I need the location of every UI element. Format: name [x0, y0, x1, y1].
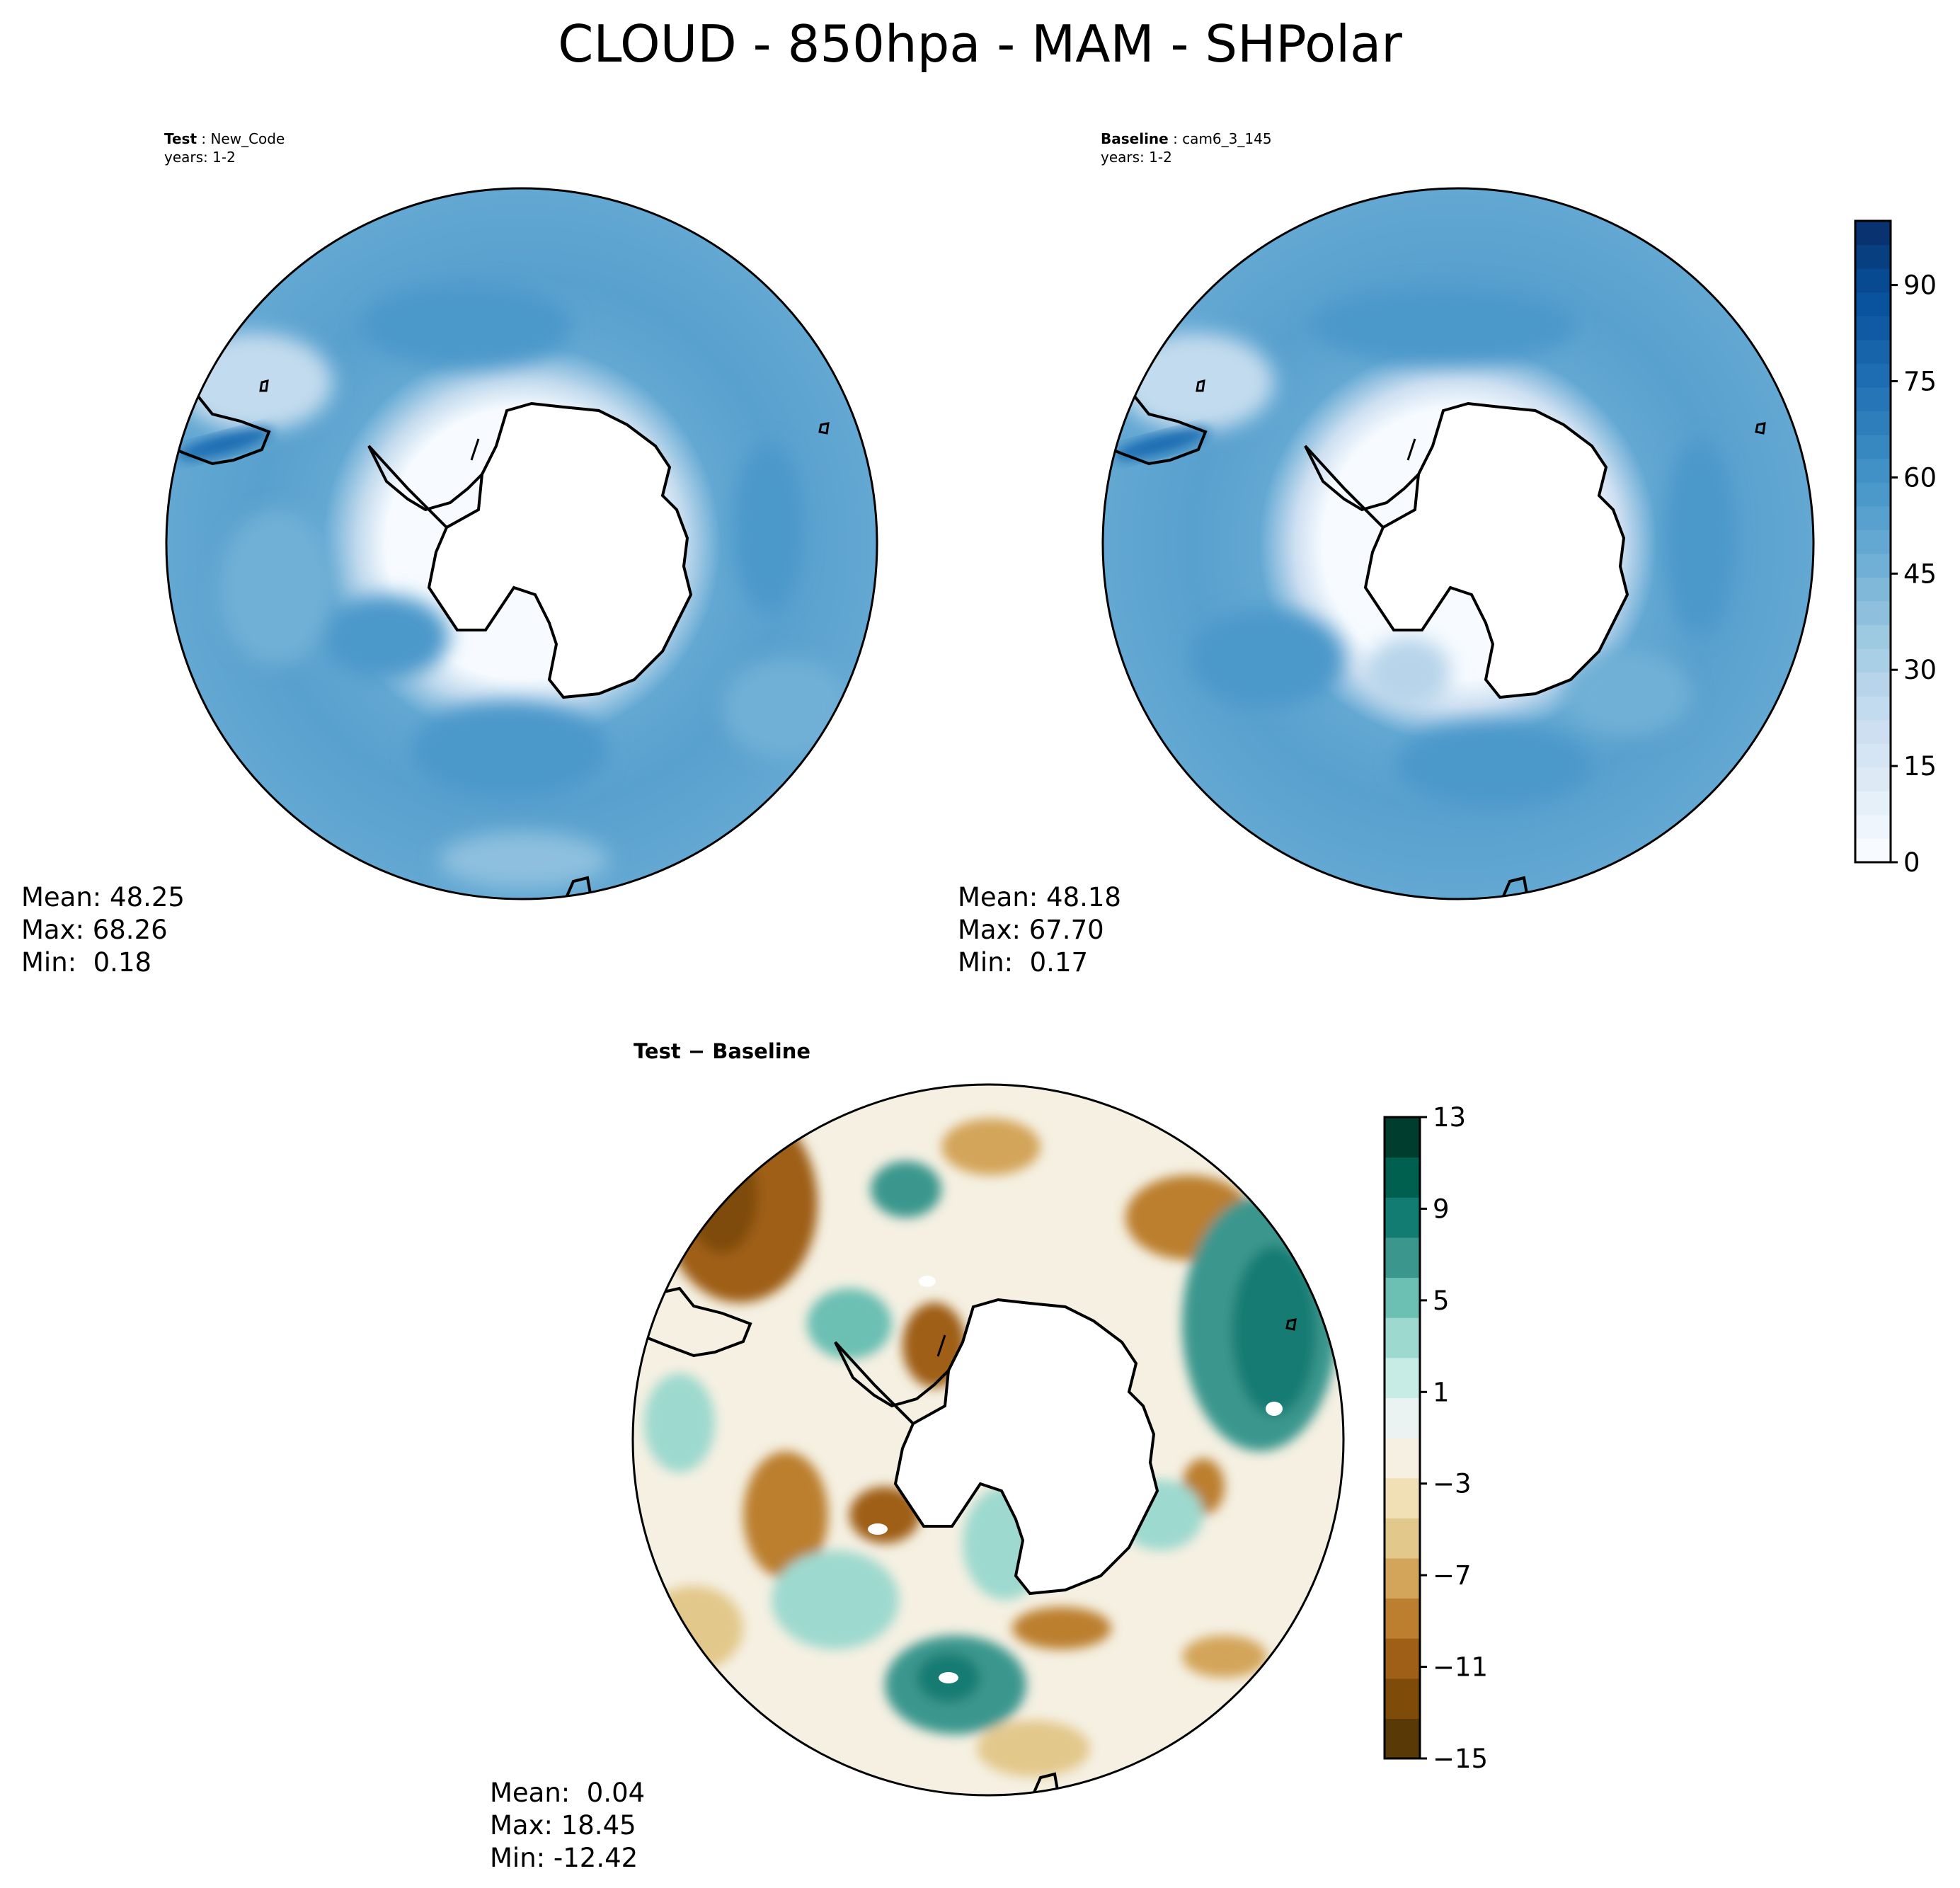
colorbar-main-swatch [1855, 482, 1891, 507]
colorbar-main: 0 15 30 45 60 75 90 [1854, 219, 1937, 878]
test-min: Min: 0.18 [21, 947, 152, 978]
baseline-years: years: 1-2 [1101, 149, 1172, 166]
colorbar-diff-swatch [1385, 1397, 1420, 1438]
colorbar-main-tick-label: 60 [1903, 462, 1937, 493]
colorbar-diff-swatch [1385, 1477, 1420, 1518]
colorbar-main-swatch [1855, 411, 1891, 435]
colorbar-main-swatch [1855, 577, 1891, 602]
baseline-stats: Mean: 48.18 Max: 67.70 Min: 0.17 [958, 881, 1121, 979]
test-label: Test [164, 130, 197, 147]
colorbar-diff-tick-label: −15 [1433, 1744, 1488, 1774]
colorbar-main-swatch [1855, 696, 1891, 721]
colorbar-diff-swatch [1385, 1117, 1420, 1158]
colorbar-main-swatch [1855, 363, 1891, 388]
colorbar-diff: 13 9 5 1 −3 −7 −11 −15 [1383, 1102, 1488, 1774]
colorbar-main-swatch [1855, 600, 1891, 626]
diff-map [631, 1083, 1345, 1797]
baseline-panel-header: Baseline : cam6_3_145 [1101, 130, 1272, 148]
colorbar-main-swatch [1855, 767, 1891, 791]
colorbar-main-swatch [1855, 791, 1891, 816]
colorbar-diff-swatch [1385, 1357, 1420, 1398]
colorbar-diff-swatch [1385, 1718, 1420, 1759]
colorbar-diff-swatch [1385, 1598, 1420, 1639]
colorbar-main-swatch [1855, 838, 1891, 863]
baseline-map-features [1118, 287, 1734, 807]
colorbar-diff-swatch [1385, 1277, 1420, 1318]
colorbar-main-swatch [1855, 505, 1891, 530]
diff-antarctica [834, 1298, 1159, 1595]
test-label-sep: : [197, 130, 211, 147]
colorbar-main-swatch [1855, 387, 1891, 412]
colorbar-diff-swatch [1385, 1557, 1420, 1599]
baseline-max: Max: 67.70 [958, 915, 1104, 945]
diff-stats: Mean: 0.04 Max: 18.45 Min: -12.42 [490, 1777, 645, 1875]
colorbar-main-swatch [1855, 292, 1891, 316]
test-antarctica [367, 402, 692, 699]
test-map-features [177, 283, 849, 888]
test-max: Max: 68.26 [21, 915, 168, 945]
colorbar-diff-swatch [1385, 1237, 1420, 1278]
diff-mean: Mean: 0.04 [490, 1778, 646, 1808]
colorbar-diff-tick-label: 13 [1433, 1102, 1466, 1133]
diff-max: Max: 18.45 [490, 1810, 636, 1841]
colorbar-main-tick-label: 90 [1903, 270, 1937, 301]
colorbar-main-swatch [1855, 624, 1891, 649]
colorbar-main-swatch [1855, 672, 1891, 697]
colorbar-diff-tick-label: 9 [1433, 1194, 1450, 1224]
baseline-label: Baseline [1101, 130, 1169, 147]
diff-min: Min: -12.42 [490, 1843, 638, 1873]
colorbar-diff-tick-label: 1 [1433, 1377, 1450, 1407]
colorbar-main-swatch [1855, 221, 1891, 246]
test-case-name: New_Code [210, 130, 285, 147]
colorbar-main-swatch [1855, 530, 1891, 554]
colorbar-main-swatch [1855, 648, 1891, 673]
colorbar-diff-swatch [1385, 1518, 1420, 1559]
colorbar-main-swatch [1855, 458, 1891, 483]
baseline-map-boundary [1101, 187, 1815, 900]
colorbar-main-swatch [1855, 553, 1891, 578]
baseline-min: Min: 0.17 [958, 947, 1089, 978]
test-map-boundary [165, 187, 878, 900]
colorbar-main-swatch [1855, 268, 1891, 293]
colorbar-diff-swatch [1385, 1678, 1420, 1719]
colorbar-diff-swatch [1385, 1438, 1420, 1479]
diff-map-boundary [631, 1083, 1345, 1797]
colorbar-main-swatch [1855, 743, 1891, 768]
test-map [165, 187, 878, 900]
colorbar-diff-swatch [1385, 1197, 1420, 1238]
baseline-case-name: cam6_3_145 [1182, 130, 1272, 147]
colorbar-main-tick-label: 75 [1903, 367, 1937, 397]
figure-title: CLOUD - 850hpa - MAM - SHPolar [558, 14, 1402, 74]
test-stats: Mean: 48.25 Max: 68.26 Min: 0.18 [21, 881, 185, 979]
colorbar-main-swatch [1855, 244, 1891, 269]
colorbar-diff-tick-label: −11 [1433, 1652, 1488, 1683]
colorbar-main-tick-label: 30 [1903, 655, 1937, 685]
colorbar-main-swatch [1855, 719, 1891, 744]
colorbar-main-tick-label: 15 [1903, 751, 1937, 782]
test-years: years: 1-2 [164, 149, 236, 166]
colorbar-diff-tick-label: −7 [1433, 1560, 1472, 1591]
baseline-map [1101, 187, 1815, 900]
colorbar-diff-frame [1383, 1116, 1421, 1760]
baseline-label-sep: : [1168, 130, 1183, 147]
colorbar-main-frame [1854, 219, 1892, 864]
colorbar-diff-tick-label: 5 [1433, 1286, 1450, 1316]
colorbar-diff-swatch [1385, 1638, 1420, 1679]
test-mean: Mean: 48.25 [21, 882, 185, 912]
colorbar-main-tick-label: 45 [1903, 559, 1937, 589]
baseline-mean: Mean: 48.18 [958, 882, 1121, 912]
colorbar-main-tick-label: 0 [1903, 847, 1920, 878]
colorbar-main-swatch [1855, 316, 1891, 341]
colorbar-diff-tick-label: −3 [1433, 1469, 1472, 1499]
colorbar-main-swatch [1855, 814, 1891, 840]
colorbar-main-swatch [1855, 339, 1891, 364]
test-panel-header: Test : New_Code years: 1-2 [164, 130, 285, 166]
baseline-antarctica [1304, 402, 1629, 699]
colorbar-main-swatch [1855, 435, 1891, 459]
colorbar-diff-swatch [1385, 1317, 1420, 1358]
colorbar-diff-swatch [1385, 1157, 1420, 1198]
diff-panel-header: Test − Baseline [634, 1039, 811, 1063]
